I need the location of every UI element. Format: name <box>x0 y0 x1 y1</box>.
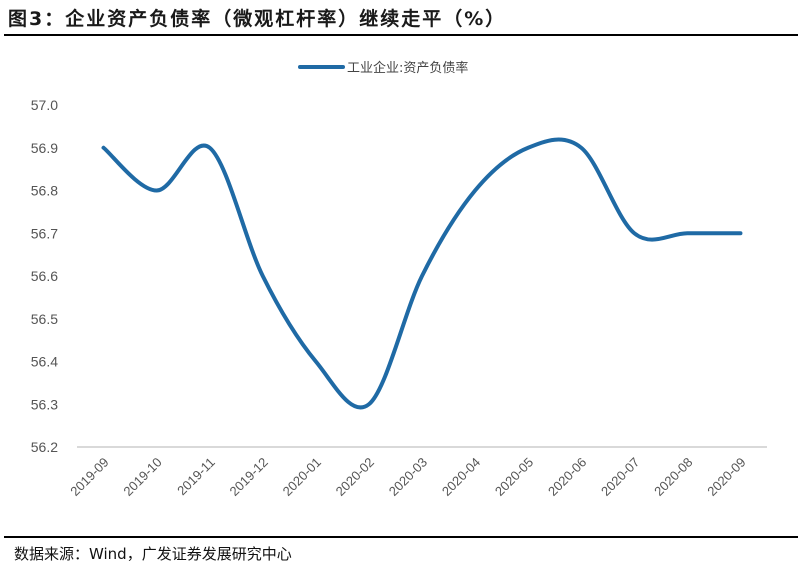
x-tick-label: 2020-09 <box>704 455 748 499</box>
x-tick-label: 2020-03 <box>386 455 430 499</box>
y-tick-label: 56.2 <box>31 439 58 455</box>
x-tick-label: 2020-08 <box>651 455 695 499</box>
x-tick-label: 2020-06 <box>545 455 589 499</box>
x-tick-label: 2019-09 <box>67 455 111 499</box>
y-tick-label: 57.0 <box>31 97 58 113</box>
bottom-divider <box>4 536 798 538</box>
x-axis: 2019-09 2019-10 2019-11 2019-12 2020-01 2020-… <box>67 455 748 499</box>
x-tick-label: 2020-04 <box>439 455 483 499</box>
y-axis: 57.0 56.9 56.8 56.7 56.6 56.5 56.4 56.3 56.2 <box>31 97 58 455</box>
legend-label: 工业企业:资产负债率 <box>347 60 468 76</box>
legend: 工业企业:资产负债率 <box>298 60 468 76</box>
x-tick-label: 2020-02 <box>333 455 377 499</box>
x-tick-label: 2019-12 <box>227 455 271 499</box>
y-tick-label: 56.7 <box>31 225 58 241</box>
y-tick-label: 56.5 <box>31 311 58 327</box>
x-tick-label: 2020-01 <box>280 455 324 499</box>
x-tick-label: 2019-11 <box>174 455 218 499</box>
y-tick-label: 56.6 <box>31 268 58 284</box>
y-tick-label: 56.4 <box>31 354 58 370</box>
top-divider <box>4 34 798 36</box>
x-tick-label: 2020-07 <box>598 455 642 499</box>
y-tick-label: 56.8 <box>31 183 58 199</box>
x-tick-label: 2019-10 <box>120 455 164 499</box>
source-note: 数据来源：Wind，广发证券发展研究中心 <box>14 545 292 563</box>
y-tick-label: 56.3 <box>31 396 58 412</box>
x-tick-label: 2020-05 <box>492 455 536 499</box>
y-tick-label: 56.9 <box>31 140 58 156</box>
chart-title: 图3：企业资产负债率（微观杠杆率）继续走平（%） <box>8 8 507 30</box>
series-line <box>101 137 743 410</box>
